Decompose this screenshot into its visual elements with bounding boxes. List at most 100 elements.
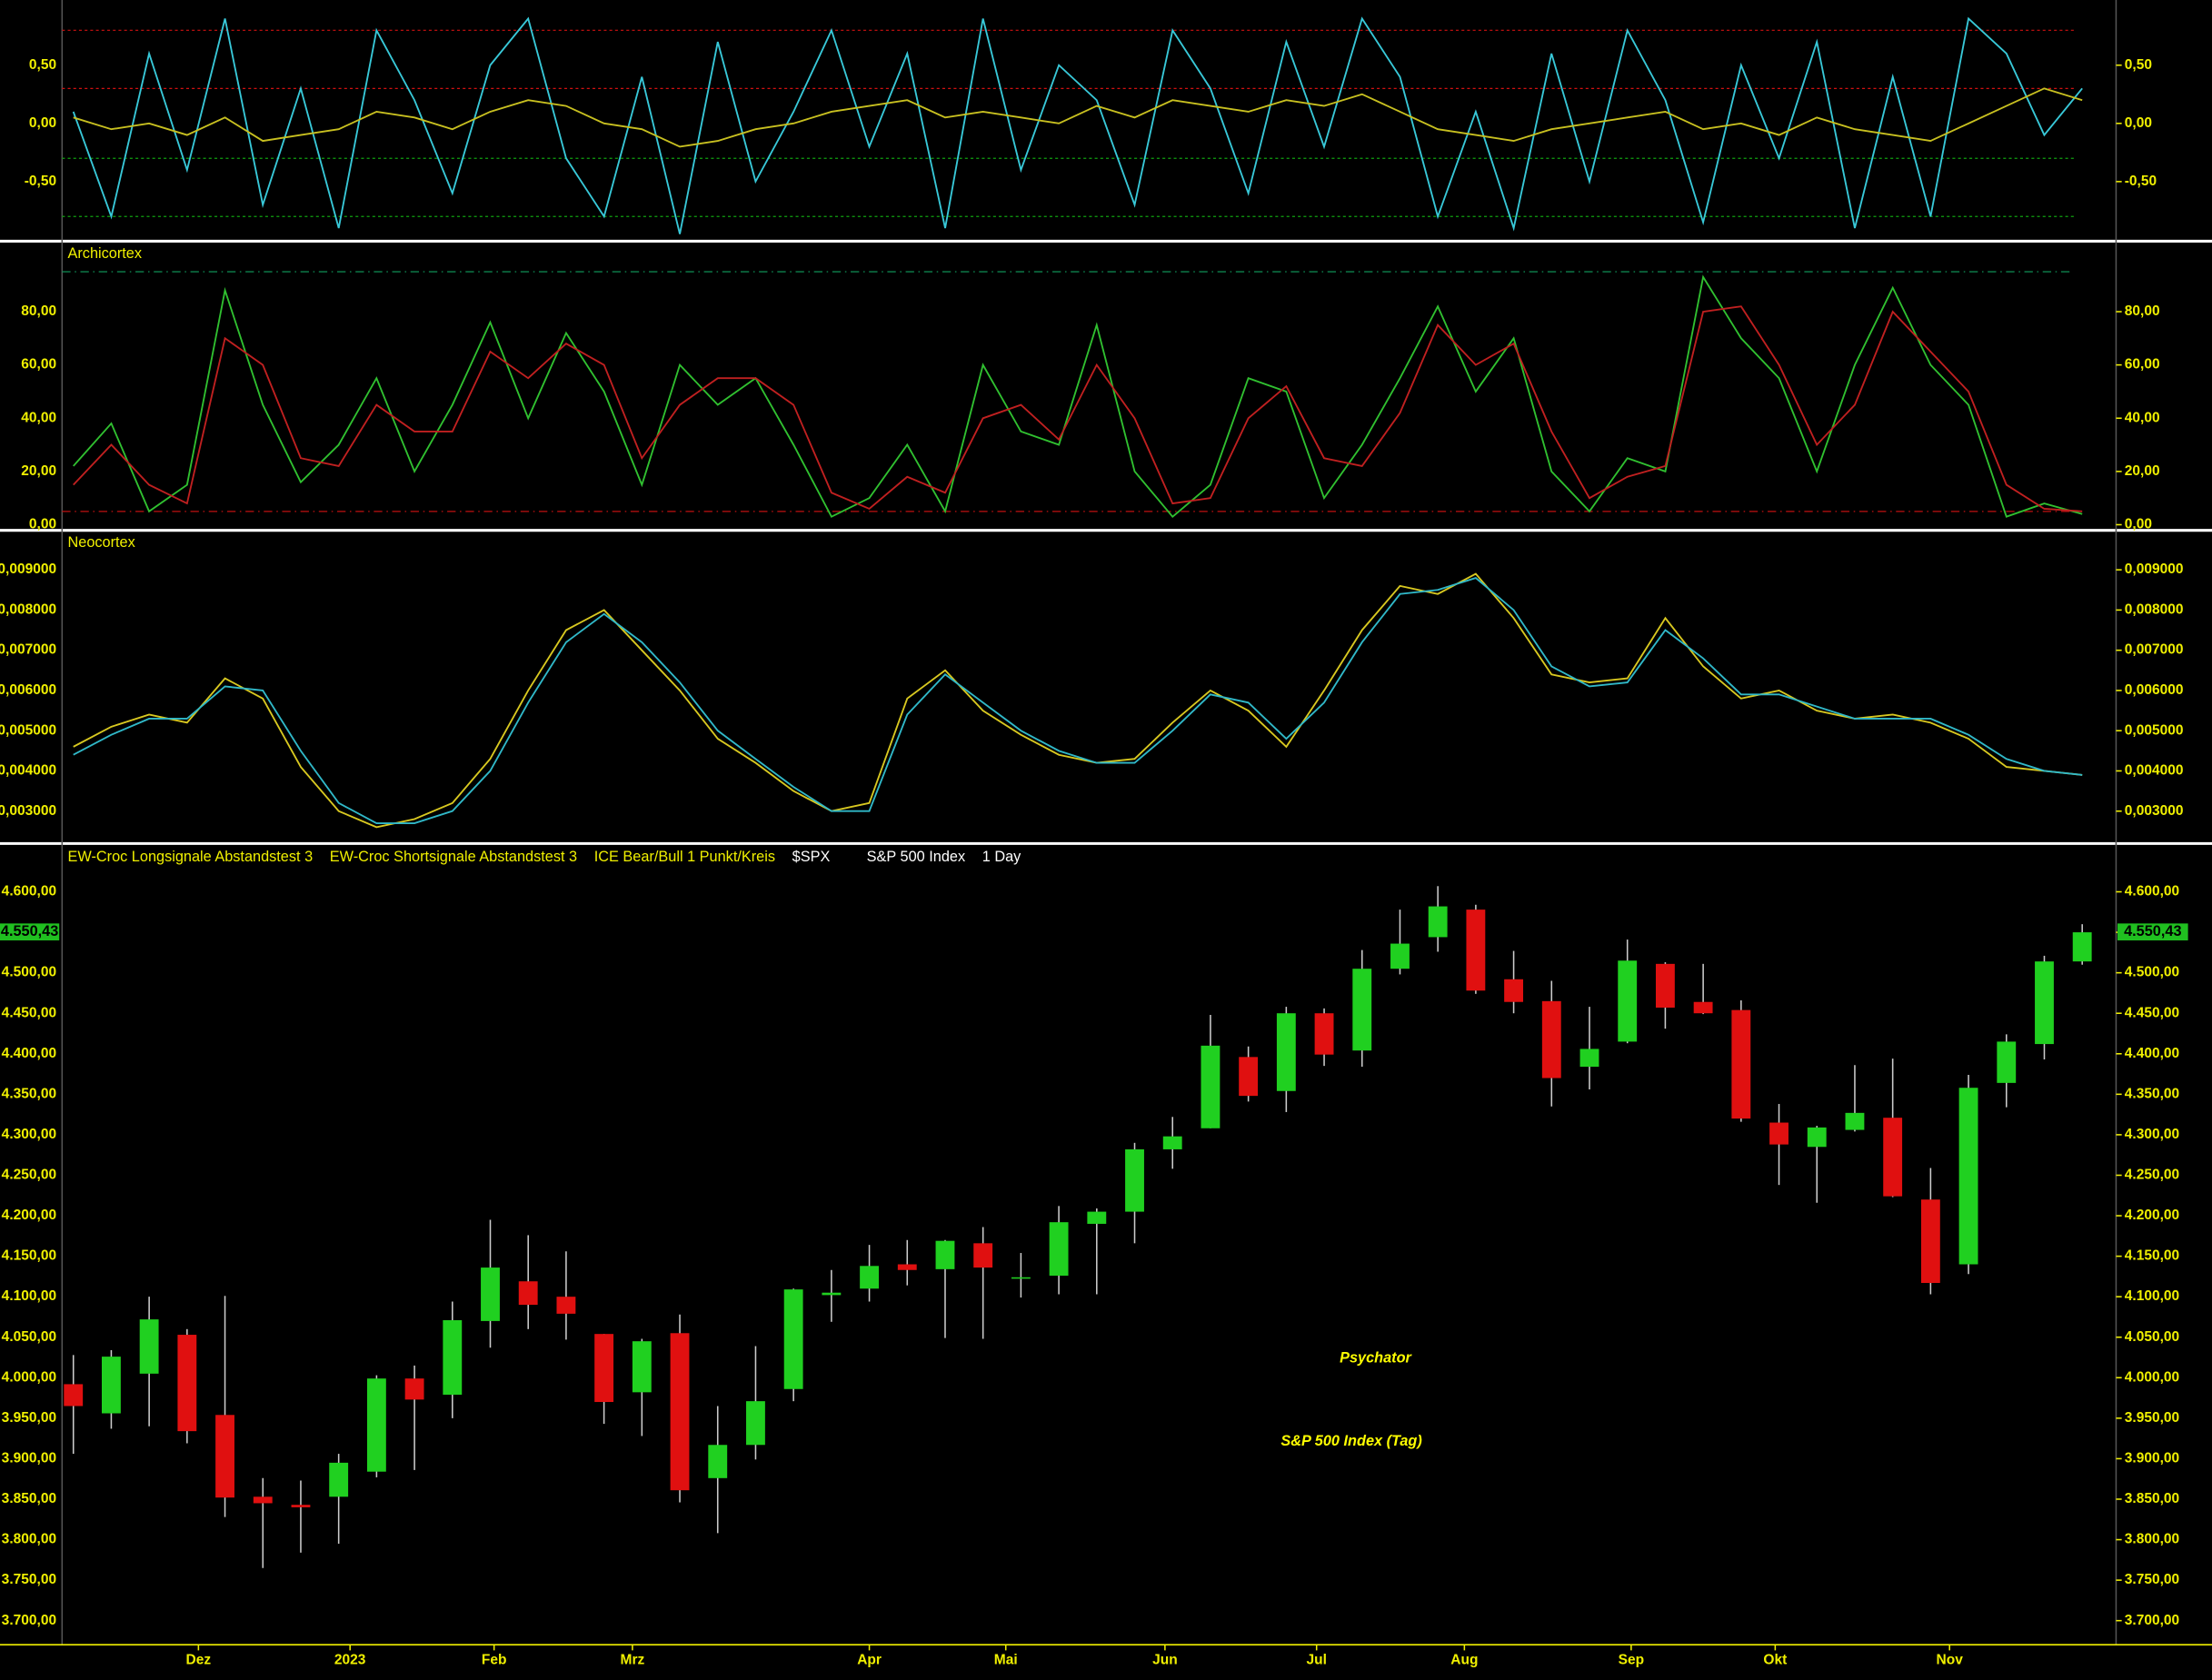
candle-body [746,1401,765,1446]
x-tick-label: Sep [1619,1652,1644,1667]
candle-body [897,1264,917,1270]
y-tick-label: 0,00 [2125,115,2152,131]
y-tick-label-left: 4.050,00 [2,1329,56,1345]
candle-body [670,1333,690,1491]
y-tick-label: 0,50 [2125,57,2152,73]
y-tick-label: 0,005000 [2125,722,2184,738]
y-tick-label: 4.350,00 [2125,1086,2179,1101]
y-tick-label: 0,006000 [2125,682,2184,698]
candle-body [935,1240,955,1269]
candle-body [64,1384,84,1407]
candle-body [1125,1148,1144,1212]
y-tick-label-left: 4.350,00 [2,1086,56,1101]
y-tick-label: 4.150,00 [2125,1248,2179,1264]
series-line [73,577,2083,824]
candle-body [1390,943,1410,969]
y-tick-label: 0,004000 [2125,763,2184,779]
y-tick-label-left: 4.450,00 [2,1005,56,1020]
x-tick-label: Dez [186,1652,212,1667]
candle-body [1845,1112,1865,1130]
candle-body [481,1267,500,1321]
x-tick-label: Jun [1152,1652,1178,1667]
candle-body [1618,960,1638,1042]
legend-item: ICE Bear/Bull 1 Punkt/Kreis [594,849,775,865]
candle-body [1239,1057,1259,1097]
candle-body [1087,1211,1107,1224]
candle-body [443,1320,463,1396]
candle-body [1276,1013,1296,1091]
series-line [73,572,2083,829]
candle-body [632,1341,652,1393]
y-tick-label: 60,00 [2125,357,2160,373]
y-tick-label: 3.700,00 [2125,1613,2179,1628]
series-line [72,16,2083,234]
y-tick-label-left: 3.950,00 [2,1410,56,1426]
y-tick-label-left: 0,00 [29,517,56,532]
y-tick-label-left: 4.100,00 [2,1288,56,1304]
y-tick-label-left: 0,50 [29,57,56,73]
candle-body [366,1378,386,1472]
y-tick-label: 4.400,00 [2125,1046,2179,1061]
candle-body [1466,910,1486,991]
candle-body [1011,1277,1031,1279]
panel-title: Archicortex [68,245,143,262]
x-tick-label: 2023 [334,1652,366,1667]
y-tick-label: 80,00 [2125,303,2160,319]
candle-body [1883,1118,1903,1197]
y-tick-label-left: 0,006000 [0,682,56,698]
candle-body [1958,1088,1978,1265]
candle-body [518,1281,538,1306]
y-tick-label-left: 0,004000 [0,763,56,779]
y-tick-label: 3.850,00 [2125,1491,2179,1506]
candle-body [1731,1009,1751,1119]
y-tick-label: 0,008000 [2125,601,2184,617]
y-tick-label-left: 3.850,00 [2,1491,56,1506]
y-tick-label-left: 0,009000 [0,562,56,577]
y-tick-label-left: 0,008000 [0,601,56,617]
candle-body [1352,969,1372,1051]
candle-body [708,1445,728,1478]
x-tick-label: Nov [1937,1652,1964,1667]
y-tick-label-left: 0,007000 [0,642,56,658]
panel-title: Neocortex [68,534,135,551]
y-tick-label-left: 4.300,00 [2,1127,56,1142]
candle-body [329,1462,349,1497]
candle-body [1655,963,1675,1008]
candle-body [1162,1136,1182,1149]
watermark-subtitle: S&P 500 Index (Tag) [1280,1433,1421,1449]
y-tick-label-left: 0,003000 [0,803,56,819]
candle-body [2035,961,2054,1045]
y-tick-label: 0,007000 [2125,642,2184,658]
candle-body [1504,979,1524,1002]
legend-item: $SPX [792,849,831,865]
y-tick-label-left: 4.200,00 [2,1208,56,1223]
y-tick-label: 3.900,00 [2125,1451,2179,1466]
candle-body [2072,932,2092,962]
candle-body [1769,1122,1789,1145]
y-tick-label-left: 0,005000 [0,722,56,738]
candle-body [215,1415,234,1498]
y-tick-label-left: 60,00 [21,357,56,373]
candle-body [253,1496,273,1504]
y-tick-label-left: 3.900,00 [2,1451,56,1466]
legend-item: 1 Day [982,849,1021,865]
candle-body [177,1335,197,1432]
candle-body [783,1289,803,1389]
last-price-box [2117,923,2188,941]
y-tick-label: 4.500,00 [2125,965,2179,980]
candle-body [860,1266,879,1289]
legend-item: EW-Croc Shortsignale Abstandstest 3 [330,849,577,865]
legend-item: EW-Croc Longsignale Abstandstest 3 [68,849,314,865]
candle-body [1807,1127,1827,1148]
x-tick-label: Feb [482,1652,507,1667]
candle-body [139,1319,159,1374]
y-tick-label: 4.050,00 [2125,1329,2179,1345]
y-tick-label-left: 4.400,00 [2,1046,56,1061]
y-tick-label: 4.250,00 [2125,1168,2179,1183]
x-tick-label: Jul [1306,1652,1326,1667]
y-tick-label-left: 0,00 [29,115,56,131]
y-tick-label: 20,00 [2125,463,2160,479]
candle-body [1049,1222,1069,1276]
